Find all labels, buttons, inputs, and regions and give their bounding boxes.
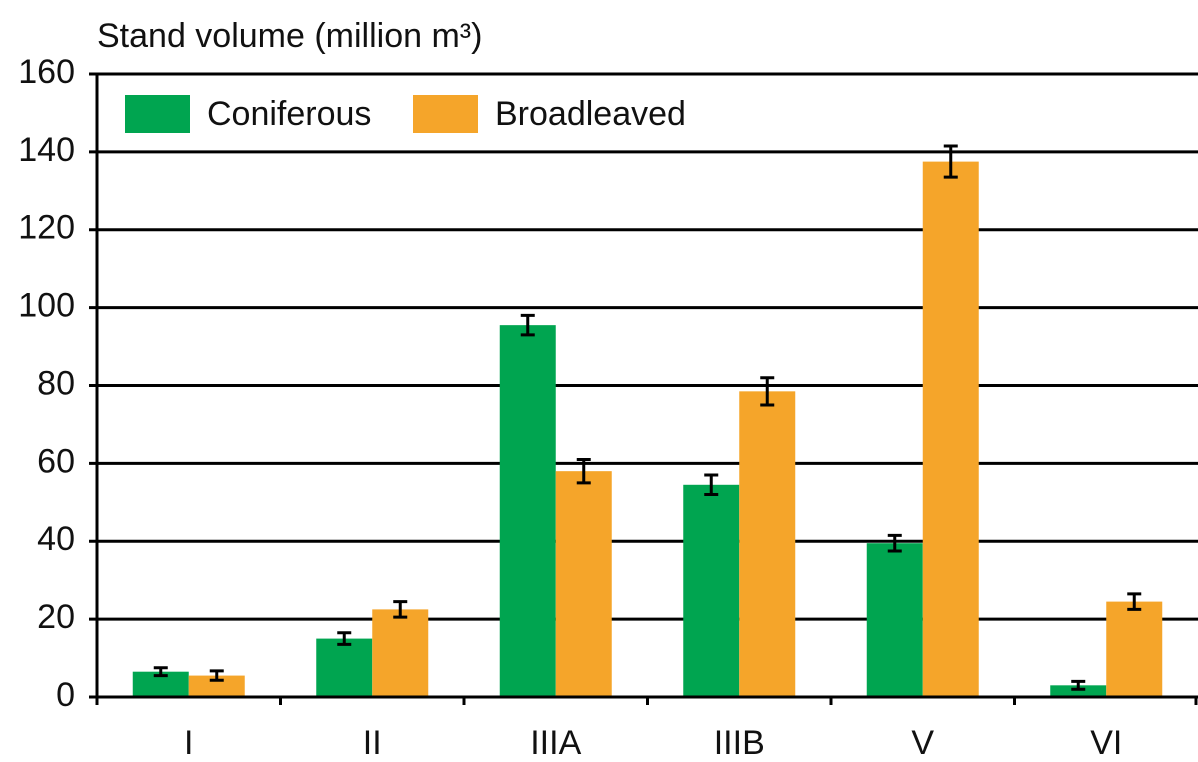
legend-label: Broadleaved [495,95,686,133]
bar [316,638,373,697]
error-bar [393,600,408,619]
error-bar [209,669,224,682]
chart-title: Stand volume (million m³) [97,17,482,55]
error-bar [576,457,591,485]
y-tick-label: 120 [18,209,75,247]
bar [1050,685,1107,697]
x-tick-label: V [911,724,934,762]
error-bar [887,533,902,553]
bar [739,391,796,697]
error-bar [943,144,958,179]
y-tick-label: 160 [18,53,75,91]
y-tick-label: 0 [56,676,75,714]
x-tick-label: VI [1090,724,1122,762]
error-bar [1071,679,1086,691]
legend-swatch [413,95,478,133]
y-tick-label: 140 [18,131,75,169]
x-tick-label: I [184,724,193,762]
bar [922,161,979,697]
bar [188,675,245,697]
bar [1106,601,1163,697]
bar [555,471,612,697]
x-tick-label: II [363,724,382,762]
bar [372,609,429,697]
y-tick-label: 40 [37,520,75,558]
error-bar [337,631,352,646]
legend-label: Coniferous [207,95,371,133]
x-tick-label: IIIB [714,724,765,762]
y-tick-label: 20 [37,598,75,636]
legend-swatch [125,95,190,133]
bar [683,484,740,697]
y-tick-label: 80 [37,364,75,402]
error-bar [153,666,168,678]
bar [866,543,923,697]
error-bar [520,313,535,337]
y-tick-label: 100 [18,287,75,325]
bar [499,325,556,697]
error-bar [760,376,775,407]
error-bar [704,473,719,497]
error-bar [1127,592,1142,611]
x-tick-label: IIIA [530,724,581,762]
y-tick-label: 60 [37,442,75,480]
